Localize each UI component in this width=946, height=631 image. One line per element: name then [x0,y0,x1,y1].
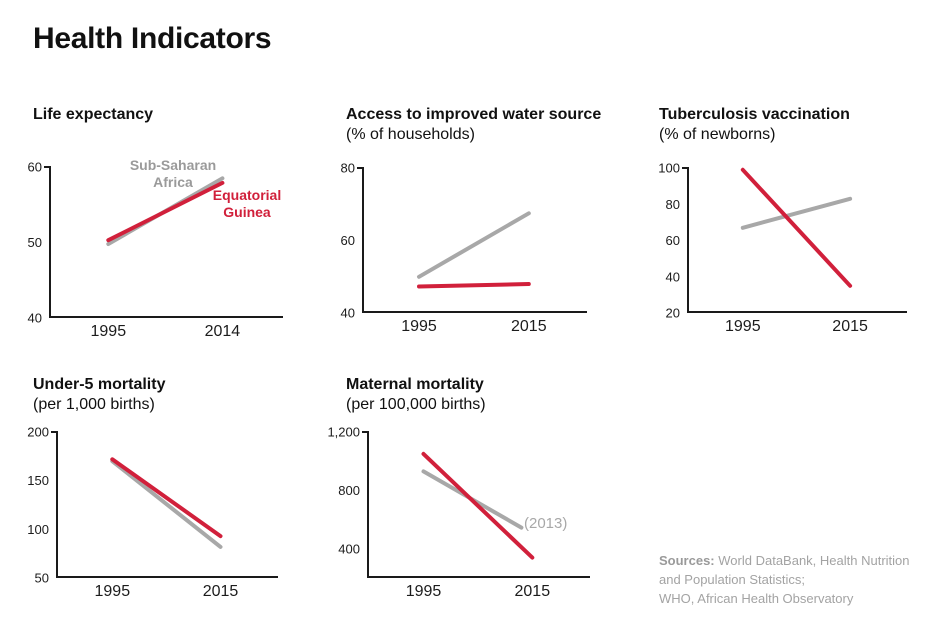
sources-line: and Population Statistics; [659,572,805,587]
y-tick-label: 60 [666,233,680,248]
y-tick-label: 50 [28,235,42,250]
chart-life-expectancy: Life expectancy 40 50 60 1995 2014 Sub-Sahar… [28,103,333,358]
chart-svg: 50 100 150 200 1995 2015 [27,425,278,600]
y-tick-label: 100 [658,161,680,176]
legend-line: Africa [153,174,193,190]
chart-title: Maternal mortality [346,376,484,393]
chart-subtitle: (% of households) [346,126,475,143]
x-tick-label: 1995 [91,323,127,340]
legend-line: Equatorial [212,187,282,203]
chart-plot: 20 40 60 80 100 1995 2015 [658,103,946,358]
legend-line: Guinea [223,204,271,220]
chart-subtitle: (per 1,000 births) [33,396,155,413]
chart-water-source: Access to improved water source (% of ho… [341,103,646,358]
y-tick-label: 80 [666,197,680,212]
legend-line: Sub-Saharan [129,157,217,173]
sources-line: WHO, African Health Observatory [659,591,854,606]
x-tick-label: 1995 [406,583,442,600]
x-tick-label: 2015 [511,318,547,335]
y-tick-label: 80 [341,161,355,176]
chart-svg: 40 50 60 1995 2014 [28,160,283,340]
series-line-equatorial-guinea [110,457,223,539]
chart-title: Under-5 mortality [33,376,166,393]
x-tick-label: 2015 [832,318,868,335]
axes [362,431,590,578]
sources-note: Sources: World DataBank, Health Nutritio… [659,551,946,608]
series-line-equatorial-guinea [106,180,225,243]
axes [682,167,907,313]
chart-under-5-mortality: Under-5 mortality (per 1,000 births) 50 1… [27,373,333,628]
legend-sub-saharan-africa: Sub-Saharan Africa [108,157,238,191]
y-tick-label: 60 [341,233,355,248]
legend-equatorial-guinea: Equatorial Guinea [192,187,302,221]
chart-svg: 40 60 80 1995 2015 [341,161,587,335]
chart-maternal-mortality: Maternal mortality (per 100,000 births) … [327,373,646,628]
chart-plot: 400 800 1,200 1995 2015 [327,373,646,628]
y-tick-label: 60 [28,160,42,175]
chart-plot: 40 50 60 1995 2014 [28,103,333,358]
x-tick-label: 1995 [725,318,761,335]
chart-tuberculosis-vaccination: Tuberculosis vaccination (% of newborns)… [658,103,946,358]
x-tick-label: 2015 [203,583,239,600]
y-tick-label: 40 [666,269,680,284]
chart-plot: 50 100 150 200 1995 2015 [27,373,333,628]
y-tick-label: 40 [28,311,42,326]
axes [51,431,278,578]
series-line-equatorial-guinea [417,282,531,289]
chart-title: Life expectancy [33,106,154,123]
annotation-2013: (2013) [524,515,568,532]
page-title: Health Indicators [33,22,272,55]
x-tick-label: 1995 [401,318,437,335]
series-line-equatorial-guinea [421,451,535,560]
x-tick-label: 2015 [515,583,551,600]
x-tick-label: 1995 [95,583,131,600]
y-tick-label: 1,200 [327,425,360,440]
chart-svg: 400 800 1,200 1995 2015 [327,425,590,600]
sources-label: Sources: [659,553,715,568]
chart-subtitle: (% of newborns) [659,126,776,143]
series-line-sub-saharan-africa [110,459,223,549]
series-line-equatorial-guinea [740,167,853,288]
chart-title: Tuberculosis vaccination [659,106,850,123]
y-tick-label: 400 [338,541,360,556]
series-line-sub-saharan-africa [417,211,531,279]
chart-subtitle: (per 100,000 births) [346,396,486,413]
y-tick-label: 100 [27,522,49,537]
series-line-sub-saharan-africa [740,196,853,230]
y-tick-label: 800 [338,483,360,498]
chart-plot: 40 60 80 1995 2015 [341,103,646,358]
y-tick-label: 150 [27,473,49,488]
y-tick-label: 50 [35,571,49,586]
x-tick-label: 2014 [205,323,241,340]
axes [44,166,283,318]
sources-line: Sources: World DataBank, Health Nutritio… [659,551,946,570]
chart-svg: 20 40 60 80 100 1995 2015 [658,161,907,335]
chart-title: Access to improved water source [346,106,602,123]
y-tick-label: 200 [27,425,49,440]
sources-text: World DataBank, Health Nutrition [718,553,910,568]
axes [357,167,587,313]
y-tick-label: 20 [666,306,680,321]
y-tick-label: 40 [341,306,355,321]
